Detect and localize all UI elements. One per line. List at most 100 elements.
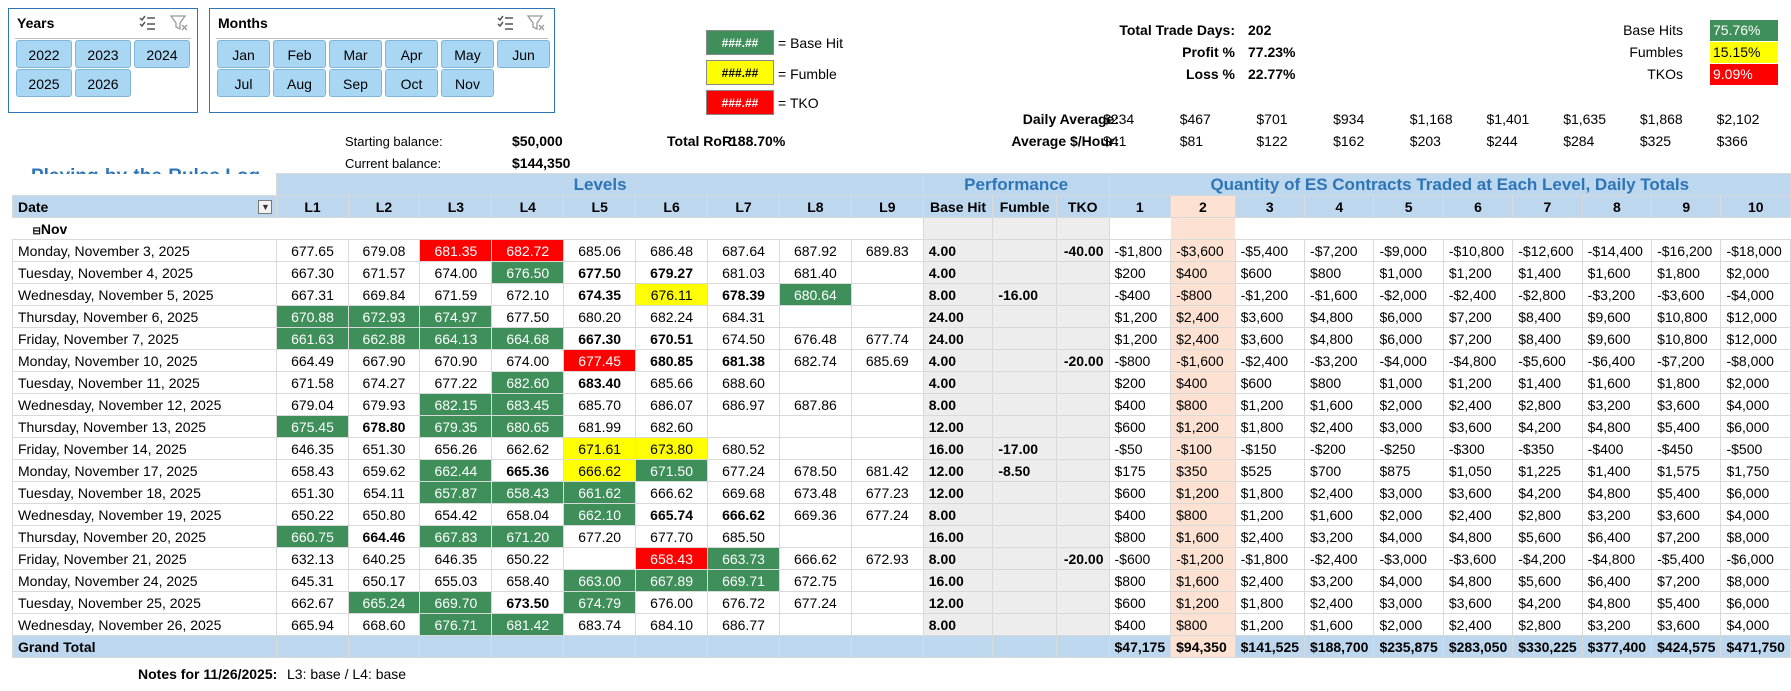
level-cell-L5[interactable]: 674.79 <box>563 591 637 614</box>
level-cell-L1[interactable]: 670.88 <box>276 305 349 328</box>
contracts-cell-5[interactable]: -$3,000 <box>1373 547 1444 570</box>
level-cell-L4[interactable]: 671.20 <box>491 525 565 548</box>
fumble-cell[interactable] <box>992 393 1057 416</box>
contracts-cell-6[interactable]: -$2,400 <box>1442 283 1514 306</box>
contracts-cell-6[interactable]: -$300 <box>1442 437 1514 460</box>
contracts-cell-3[interactable]: -$2,400 <box>1234 349 1306 372</box>
contracts-cell-1[interactable]: $600 <box>1108 415 1172 438</box>
level-cell-L8[interactable]: 666.62 <box>778 547 852 570</box>
level-cell-L3[interactable]: 654.42 <box>419 503 493 526</box>
slicer-item-mar[interactable]: Mar <box>329 40 382 68</box>
tko-cell[interactable] <box>1055 415 1110 438</box>
contracts-cell-10[interactable]: $8,000 <box>1720 525 1791 548</box>
level-cell-L1[interactable]: 658.43 <box>276 459 349 482</box>
contracts-cell-3[interactable]: $525 <box>1234 459 1306 482</box>
contracts-cell-2[interactable]: $800 <box>1170 613 1236 636</box>
contracts-cell-7[interactable]: $2,800 <box>1512 393 1583 416</box>
level-cell-L2[interactable]: 679.08 <box>347 239 421 262</box>
level-cell-L7[interactable]: 686.77 <box>707 613 780 636</box>
level-cell-L7[interactable]: 669.71 <box>707 569 780 592</box>
contracts-cell-9[interactable]: $5,400 <box>1651 481 1722 504</box>
contracts-cell-6[interactable]: -$10,800 <box>1442 239 1514 262</box>
fumble-cell[interactable]: -17.00 <box>992 437 1057 460</box>
level-cell-L2[interactable]: 667.90 <box>347 349 421 372</box>
contracts-cell-8[interactable]: -$400 <box>1581 437 1653 460</box>
level-cell-L4[interactable]: 665.36 <box>491 459 565 482</box>
contracts-cell-5[interactable]: $3,000 <box>1373 481 1444 504</box>
date-cell[interactable]: Tuesday, November 18, 2025 <box>11 481 278 504</box>
contracts-cell-8[interactable]: $6,400 <box>1581 525 1653 548</box>
level-cell-L9[interactable]: 681.42 <box>850 459 924 482</box>
level-cell-L3[interactable]: 670.90 <box>419 349 493 372</box>
date-cell[interactable]: Thursday, November 20, 2025 <box>11 525 278 548</box>
contracts-cell-2[interactable]: $400 <box>1170 261 1236 284</box>
contracts-cell-8[interactable]: -$4,800 <box>1581 547 1653 570</box>
date-cell[interactable]: Monday, November 3, 2025 <box>11 239 278 262</box>
level-cell-L9[interactable] <box>850 591 924 614</box>
level-cell-L9[interactable]: 677.24 <box>850 503 924 526</box>
level-cell-L6[interactable]: 676.00 <box>635 591 709 614</box>
level-cell-L4[interactable]: 658.04 <box>491 503 565 526</box>
level-cell-L7[interactable]: 686.97 <box>707 393 780 416</box>
contracts-cell-9[interactable]: $3,600 <box>1651 393 1722 416</box>
tko-cell[interactable] <box>1055 437 1110 460</box>
contracts-cell-6[interactable]: $2,400 <box>1442 393 1514 416</box>
level-cell-L1[interactable]: 675.45 <box>276 415 349 438</box>
level-cell-L6[interactable]: 667.89 <box>635 569 709 592</box>
contracts-cell-6[interactable]: $4,800 <box>1442 525 1514 548</box>
slicer-item-nov[interactable]: Nov <box>441 69 494 97</box>
level-cell-L9[interactable]: 685.69 <box>850 349 924 372</box>
contracts-cell-4[interactable]: $800 <box>1304 371 1375 394</box>
base-hit-cell[interactable]: 8.00 <box>922 547 994 570</box>
date-cell[interactable]: Monday, November 10, 2025 <box>11 349 278 372</box>
contracts-cell-10[interactable]: $1,750 <box>1720 459 1791 482</box>
level-cell-L4[interactable]: 674.00 <box>491 349 565 372</box>
contracts-cell-2[interactable]: $800 <box>1170 503 1236 526</box>
level-cell-L2[interactable]: 650.80 <box>347 503 421 526</box>
contracts-cell-8[interactable]: $4,800 <box>1581 481 1653 504</box>
level-cell-L2[interactable]: 665.24 <box>347 591 421 614</box>
contracts-cell-3[interactable]: $1,200 <box>1234 613 1306 636</box>
contracts-cell-3[interactable]: -$5,400 <box>1234 239 1306 262</box>
contracts-cell-2[interactable]: $1,600 <box>1170 569 1236 592</box>
date-header[interactable]: Date ▼ <box>11 195 278 218</box>
contracts-cell-1[interactable]: -$1,800 <box>1108 239 1172 262</box>
contracts-cell-6[interactable]: $4,800 <box>1442 569 1514 592</box>
contracts-cell-3[interactable]: $1,200 <box>1234 393 1306 416</box>
contracts-cell-2[interactable]: -$1,600 <box>1170 349 1236 372</box>
contracts-cell-5[interactable]: $3,000 <box>1373 591 1444 614</box>
contracts-cell-8[interactable]: $4,800 <box>1581 415 1653 438</box>
level-cell-L6[interactable]: 670.51 <box>635 327 709 350</box>
level-cell-L8[interactable]: 676.48 <box>778 327 852 350</box>
date-cell[interactable]: Tuesday, November 25, 2025 <box>11 591 278 614</box>
level-cell-L7[interactable]: 687.64 <box>707 239 780 262</box>
collapse-icon[interactable]: ⊟ <box>32 225 41 237</box>
level-cell-L4[interactable]: 677.50 <box>491 305 565 328</box>
contracts-cell-5[interactable]: $6,000 <box>1373 327 1444 350</box>
level-cell-L2[interactable]: 668.60 <box>347 613 421 636</box>
level-cell-L8[interactable]: 673.48 <box>778 481 852 504</box>
contracts-cell-3[interactable]: $600 <box>1234 371 1306 394</box>
fumble-cell[interactable]: -16.00 <box>992 283 1057 306</box>
level-cell-L9[interactable] <box>850 437 924 460</box>
contracts-cell-1[interactable]: $1,200 <box>1108 305 1172 328</box>
contracts-cell-6[interactable]: $1,200 <box>1442 371 1514 394</box>
fumble-cell[interactable] <box>992 349 1057 372</box>
contracts-cell-1[interactable]: $800 <box>1108 525 1172 548</box>
base-hit-cell[interactable]: 8.00 <box>922 613 994 636</box>
level-cell-L9[interactable]: 677.23 <box>850 481 924 504</box>
level-cell-L2[interactable]: 640.25 <box>347 547 421 570</box>
contracts-cell-5[interactable]: $1,000 <box>1373 371 1444 394</box>
tko-cell[interactable] <box>1055 371 1110 394</box>
level-cell-L9[interactable]: 672.93 <box>850 547 924 570</box>
clear-filter-icon[interactable] <box>169 13 189 33</box>
contracts-cell-3[interactable]: $1,200 <box>1234 503 1306 526</box>
level-cell-L9[interactable] <box>850 283 924 306</box>
level-cell-L2[interactable]: 662.88 <box>347 327 421 350</box>
contracts-cell-8[interactable]: -$14,400 <box>1581 239 1653 262</box>
contracts-cell-8[interactable]: $3,200 <box>1581 613 1653 636</box>
level-cell-L7[interactable]: 681.03 <box>707 261 780 284</box>
contracts-cell-9[interactable]: $1,800 <box>1651 261 1722 284</box>
level-cell-L8[interactable] <box>778 305 852 328</box>
slicer-item-2022[interactable]: 2022 <box>16 40 72 68</box>
